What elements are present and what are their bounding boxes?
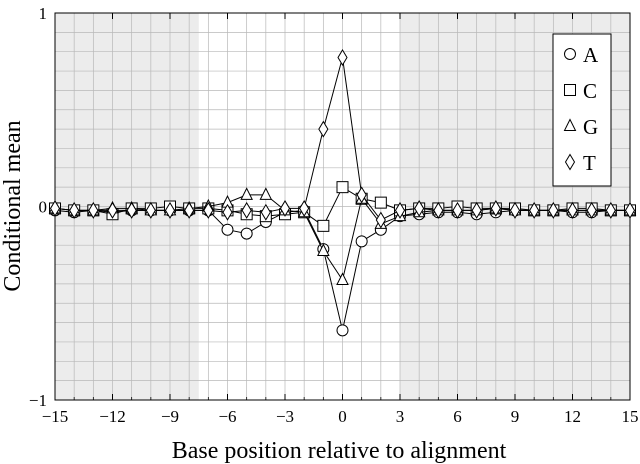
data-point-G [336, 272, 349, 286]
legend-label-G: G [583, 115, 598, 139]
x-tick-label: 15 [622, 407, 639, 426]
x-tick-label: −12 [99, 407, 126, 426]
data-point-T [69, 201, 80, 219]
legend-box [552, 33, 612, 187]
x-tick-label: 0 [338, 407, 347, 426]
legend-label-A: A [583, 43, 599, 67]
data-point-T [529, 201, 540, 219]
legend-marker-C [564, 84, 576, 96]
data-point-T [184, 201, 195, 219]
y-tick-label: 0 [39, 198, 48, 217]
data-point-T [49, 199, 61, 217]
x-tick-label: −3 [276, 407, 294, 426]
data-point-T [509, 201, 521, 219]
data-point-A [336, 324, 349, 337]
data-point-T [222, 203, 233, 221]
data-point-T [567, 201, 578, 219]
series-T [49, 49, 636, 229]
data-point-T [241, 201, 252, 219]
data-point-T [433, 201, 444, 219]
x-tick-label: −6 [218, 407, 236, 426]
legend-marker-T [564, 153, 576, 171]
x-tick-label: 3 [396, 407, 405, 426]
y-tick-label: −1 [29, 391, 47, 410]
data-point-T [126, 201, 137, 219]
data-point-G [317, 243, 330, 257]
y-tick-label: 1 [39, 4, 48, 23]
data-point-T [375, 211, 386, 229]
x-tick-label: −15 [42, 407, 69, 426]
y-axis-title: Conditional mean [0, 120, 26, 291]
data-point-T [452, 201, 463, 219]
data-point-A [355, 235, 368, 248]
data-series [48, 49, 637, 337]
data-point-T [356, 186, 367, 204]
data-point-A [221, 223, 234, 236]
data-point-T [107, 201, 118, 219]
data-point-T [164, 201, 176, 219]
data-point-T [260, 203, 271, 221]
data-point-T [414, 199, 425, 217]
data-point-T [318, 120, 329, 138]
data-point-T [548, 201, 559, 219]
data-point-T [490, 199, 501, 217]
data-point-T [394, 201, 406, 219]
legend-marker-G [563, 118, 577, 131]
legend-label-T: T [583, 151, 596, 175]
data-point-T [586, 201, 597, 219]
x-tick-label: 9 [511, 407, 520, 426]
data-point-T [605, 201, 616, 219]
data-point-T [337, 49, 348, 66]
data-point-G [240, 187, 253, 200]
legend-label-C: C [583, 79, 597, 103]
data-point-T [279, 199, 291, 217]
data-point-T [471, 201, 482, 219]
x-tick-label: 6 [453, 407, 462, 426]
data-point-C [317, 219, 330, 232]
data-point-T [88, 201, 99, 219]
x-tick-label: −9 [161, 407, 179, 426]
grid-lines [54, 12, 631, 401]
x-axis-title: Base position relative to alignment [172, 438, 507, 464]
data-point-T [203, 201, 214, 219]
data-point-A [240, 227, 253, 240]
data-point-C [336, 181, 349, 194]
data-point-C [374, 196, 387, 209]
data-point-T [624, 201, 636, 219]
x-tick-label: 12 [564, 407, 581, 426]
legend-marker-A [564, 48, 576, 60]
data-point-G [259, 187, 273, 200]
data-point-T [299, 199, 310, 217]
data-point-T [145, 201, 156, 219]
